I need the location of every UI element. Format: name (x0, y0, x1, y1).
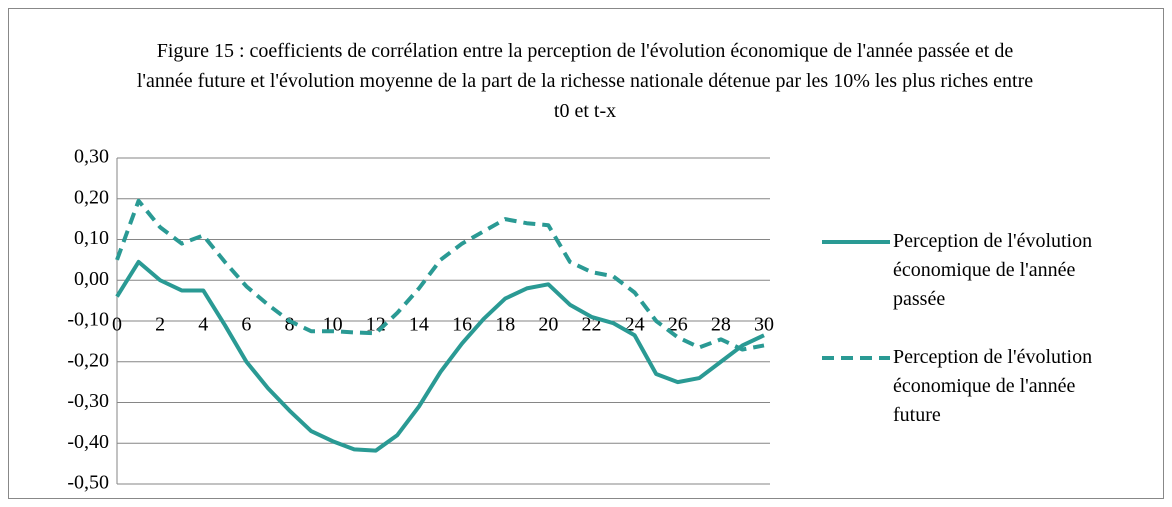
series-line (115, 259, 765, 453)
legend-label: Perception de l'évolution économique de … (893, 346, 1093, 426)
x-tick-label: 30 (754, 314, 774, 336)
chart-title: Figure 15 : coefficients de corrélation … (136, 40, 1034, 122)
x-tick-label: 2 (155, 314, 165, 336)
x-tick-label: 4 (198, 314, 208, 336)
x-tick-label: 20 (538, 314, 558, 336)
x-tick-label: 26 (668, 314, 688, 336)
x-tick-label: 6 (241, 314, 251, 336)
series-line (115, 198, 765, 352)
y-tick-label: 0,30 (74, 146, 109, 168)
legend-label: Perception de l'évolution économique de … (893, 230, 1093, 310)
y-tick-label: -0,30 (67, 390, 109, 412)
y-tick-label: 0,10 (74, 227, 109, 249)
x-tick-label: 28 (711, 314, 731, 336)
y-tick-label: -0,20 (67, 349, 109, 371)
chart-border (8, 8, 1164, 499)
x-tick-label: 16 (452, 314, 472, 336)
y-tick-label: -0,10 (67, 309, 109, 331)
x-tick-label: 24 (625, 314, 645, 336)
x-tick-label: 0 (112, 314, 122, 336)
y-tick-label: -0,50 (67, 472, 109, 494)
y-tick-label: 0,20 (74, 186, 109, 208)
y-tick-label: 0,00 (74, 268, 109, 290)
y-tick-label: -0,40 (67, 431, 109, 453)
x-tick-label: 14 (409, 314, 429, 336)
x-tick-label: 18 (495, 314, 515, 336)
x-tick-label: 8 (285, 314, 295, 336)
